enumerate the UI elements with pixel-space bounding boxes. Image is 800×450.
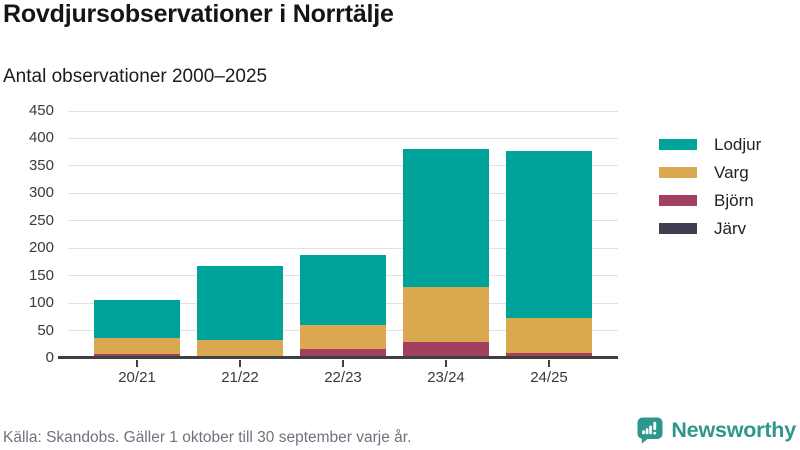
bar-segment-varg [94,337,180,355]
legend-item-bj-rn: Björn [659,186,761,214]
bar-24-25 [506,111,592,358]
x-axis-label: 23/24 [427,369,465,386]
bar-segment-lodjur [94,300,180,338]
newsworthy-bubble-chart-icon [636,416,664,445]
bar-segment-varg [300,324,386,349]
x-axis-label: 20/21 [118,369,156,386]
gridline [68,165,618,167]
y-axis-label: 100 [28,294,54,312]
y-axis-label: 150 [28,266,54,284]
x-axis-line [58,356,618,359]
x-axis-tick [136,360,138,367]
y-axis-label: 350 [28,156,54,174]
legend-swatch [659,138,697,150]
legend-item-varg: Varg [659,158,761,186]
y-axis-label: 400 [28,129,54,147]
bar-segment-lodjur [197,266,283,341]
bar-20-21 [94,111,180,358]
y-axis-label: 0 [45,349,54,366]
legend-swatch [659,166,697,178]
x-axis-tick [445,360,447,367]
legend-label: Järv [714,218,747,238]
x-axis-label: 21/22 [221,369,259,386]
gridline [68,110,618,112]
legend-item-j-rv: Järv [659,214,761,242]
bar-segment-lodjur [506,151,592,318]
bar-segment-bj-rn [94,354,180,358]
legend-label: Björn [714,190,754,210]
bar-segment-bj-rn [300,348,386,357]
y-axis-label: 50 [37,321,54,339]
gridline [68,247,618,249]
bar-21-22 [197,111,283,358]
legend-label: Lodjur [714,134,762,154]
bar-22-23 [300,111,386,358]
y-axis-label: 200 [28,239,54,257]
bar-segment-varg [506,317,592,354]
bar-segment-varg [403,287,489,343]
bar-segment-varg [197,340,283,357]
x-axis-tick [239,360,241,367]
bar-segment-bj-rn [506,353,592,357]
newsworthy-logo: Newsworthy [636,414,796,446]
plot-area [58,110,618,367]
bar-segment-bj-rn [403,342,489,357]
y-axis-label: 250 [28,211,54,229]
legend-label: Varg [714,162,749,182]
legend: Lodjur Varg Björn Järv [659,130,761,242]
gridline [68,137,618,139]
x-axis-tick [342,360,344,367]
gridline [68,192,618,194]
legend-item-lodjur: Lodjur [659,130,761,158]
y-axis-label: 450 [28,102,54,119]
bar-segment-lodjur [403,149,489,288]
x-axis-label: 22/23 [324,369,362,386]
x-axis-label: 24/25 [530,369,568,386]
source-note: Källa: Skandobs. Gäller 1 oktober till 3… [3,429,412,446]
x-axis-tick [548,360,550,367]
gridline [68,220,618,222]
y-axis-label: 300 [28,184,54,202]
brand-name: Newsworthy [671,417,796,442]
legend-swatch [659,194,697,206]
chart-subtitle: Antal observationer 2000–2025 [3,66,268,87]
chart-title: Rovdjursobservationer i Norrtälje [3,0,394,28]
legend-swatch [659,222,697,234]
bar-23-24 [403,111,489,358]
bar-segment-lodjur [300,255,386,325]
